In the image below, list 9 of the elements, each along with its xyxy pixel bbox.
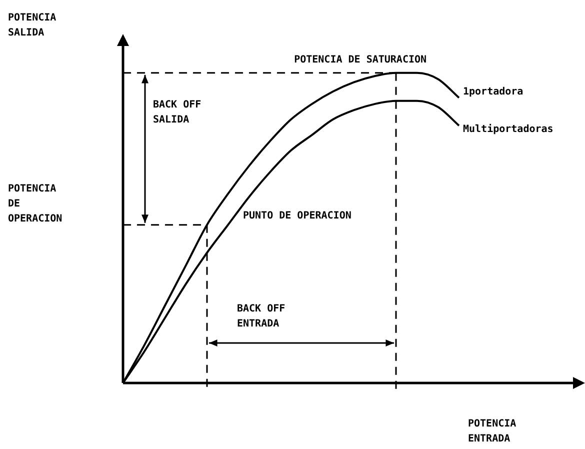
text: POTENCIA SALIDA xyxy=(8,12,56,39)
annotation: BACK OFF ENTRADA xyxy=(237,304,286,330)
series-label: Multiportadoras xyxy=(463,123,554,136)
x-axis-title: POTENCIA ENTRADA xyxy=(468,418,516,445)
annotation: PUNTO DE OPERACION xyxy=(243,210,352,222)
annotation: BACK OFF SALIDA xyxy=(153,100,202,126)
text: POTENCIA DE OPERACION xyxy=(8,183,62,224)
series-label: 1portadora xyxy=(463,86,524,98)
ref-line-label: POTENCIA DE SATURACION xyxy=(294,54,427,66)
